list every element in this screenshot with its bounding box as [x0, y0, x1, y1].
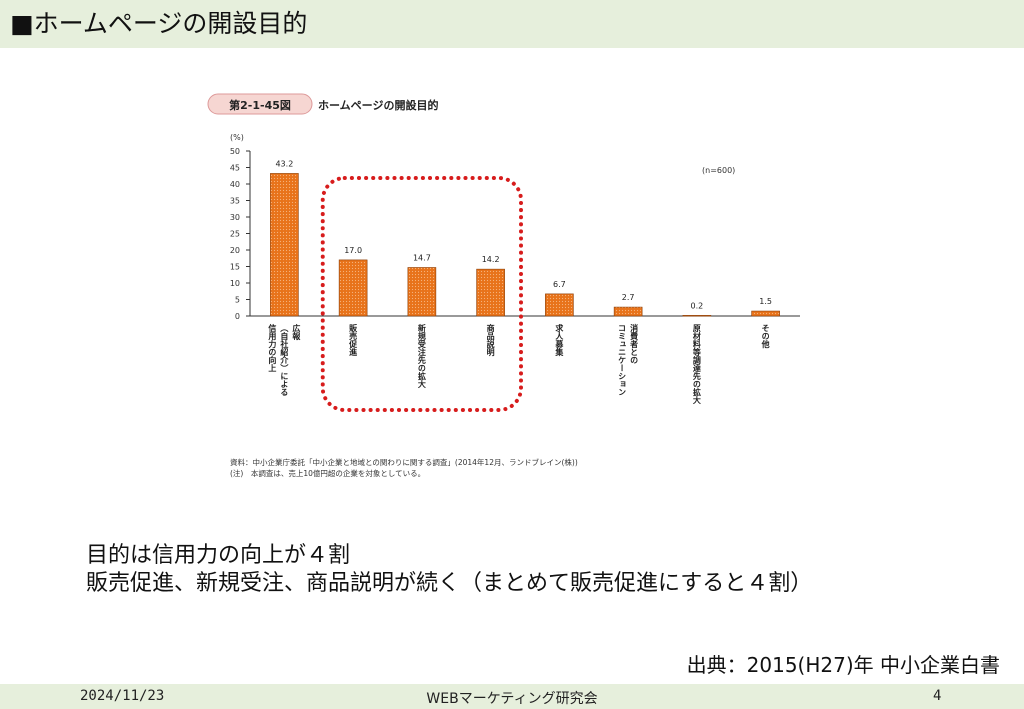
y-tick-label: 25: [230, 230, 240, 239]
category-label: （自社紹介）による: [279, 324, 289, 396]
chart-title: ホームページの開設目的: [318, 98, 438, 112]
category-label: 信用力の向上: [268, 323, 277, 372]
y-tick-label: 20: [230, 246, 240, 255]
bars-group: [270, 173, 780, 317]
bar: [545, 293, 574, 317]
summary-text: 目的は信用力の向上が４割 販売促進、新規受注、商品説明が続く（まとめて販売促進に…: [86, 542, 812, 598]
bar-value-label: 1.5: [759, 297, 772, 306]
sample-size-note: (n=600): [702, 166, 735, 175]
category-label: コミュニケーション: [618, 324, 627, 396]
y-axis-unit: (%): [230, 133, 244, 142]
bar-value-label: 6.7: [553, 280, 566, 289]
category-label: 新規受注先の拡大: [417, 323, 426, 389]
category-label: 求人募集: [554, 323, 564, 357]
bar: [270, 173, 299, 317]
category-label: その他: [761, 324, 770, 349]
value-labels-group: 43.2 17.0 14.7 14.2 6.7 2.7 0.2 1.5: [275, 159, 772, 310]
y-tick-label: 15: [230, 263, 240, 272]
category-label: 販売促進: [348, 323, 358, 357]
y-tick-label: 10: [230, 279, 240, 288]
y-tick-label: 5: [235, 296, 240, 305]
bar-value-label: 14.7: [413, 253, 431, 262]
y-tick-label: 45: [230, 164, 240, 173]
highlight-dotted-box: [320, 176, 523, 412]
y-tick-label: 0: [235, 312, 240, 321]
bar-value-label: 0.2: [691, 301, 704, 310]
bar: [682, 315, 712, 317]
figure-badge: 第2-1-45図: [229, 98, 291, 112]
bar-value-label: 43.2: [275, 159, 293, 168]
bar: [476, 268, 505, 317]
summary-line-1: 目的は信用力の向上が４割: [86, 543, 351, 568]
slide-title: ■ホームページの開設目的: [10, 9, 308, 38]
category-label: 広報: [291, 323, 301, 341]
bar: [338, 259, 368, 317]
source-citation: 出典：2015(H27)年 中小企業白書: [686, 653, 1000, 677]
footer-title: WEBマーケティング研究会: [426, 691, 598, 707]
y-tick-label: 30: [230, 213, 240, 222]
category-label: 原材料等調達先の拡大: [692, 324, 701, 405]
page-number: 4: [933, 688, 942, 704]
bar-value-label: 17.0: [344, 246, 362, 255]
figure-note-line-2: (注) 本調査は、売上10億円超の企業を対象としている。: [230, 468, 425, 478]
bar-value-label: 14.2: [482, 255, 500, 264]
figure-badge-bg: [207, 93, 313, 115]
y-tick-label: 40: [230, 180, 240, 189]
bar-value-label: 2.7: [622, 293, 635, 302]
title-bar: [0, 0, 1024, 48]
bar: [613, 306, 643, 317]
category-label: 消費者との: [630, 323, 639, 364]
category-label: 商品説明: [486, 323, 495, 357]
footer-bar: [0, 684, 1024, 709]
y-tick-label: 50: [230, 147, 240, 156]
figure-note-line-1: 資料：中小企業庁委託「中小企業と地域との関わりに関する調査」(2014年12月、…: [230, 457, 578, 467]
bar: [407, 267, 437, 317]
footer-date: 2024/11/23: [80, 688, 165, 704]
summary-line-2: 販売促進、新規受注、商品説明が続く（まとめて販売促進にすると４割）: [86, 571, 813, 596]
y-tick-label: 35: [230, 197, 240, 206]
bar: [751, 310, 780, 317]
